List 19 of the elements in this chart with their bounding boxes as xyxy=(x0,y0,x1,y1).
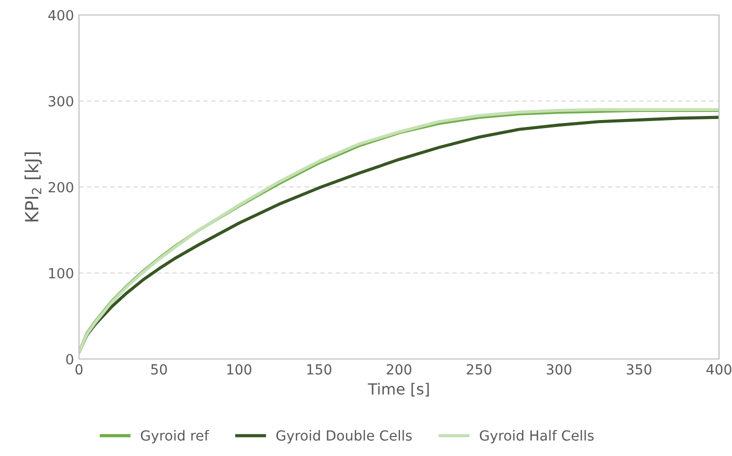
x-tick-label: 200 xyxy=(386,364,412,375)
x-tick-label: 150 xyxy=(307,364,332,375)
x-tick-label: 250 xyxy=(466,364,492,375)
x-tick-label: 350 xyxy=(626,364,652,375)
legend-label: Gyroid Double Cells xyxy=(276,430,412,444)
x-tick-label: 0 xyxy=(75,364,82,375)
y-tick-label: 400 xyxy=(48,10,74,20)
y-tick-label: 0 xyxy=(66,354,74,364)
legend-label: Gyroid ref xyxy=(140,430,210,444)
legend-label: Gyroid Half Cells xyxy=(480,430,594,444)
y-axis-title: KPI$_{2}$ [kJ] xyxy=(24,152,42,222)
x-tick-label: 50 xyxy=(151,364,167,375)
y-tick-label: 100 xyxy=(49,268,74,278)
x-axis-title: Time [s] xyxy=(368,382,429,396)
x-tick-label: 400 xyxy=(706,364,732,375)
x-tick-label: 300 xyxy=(546,364,572,375)
x-tick-label: 100 xyxy=(227,364,252,375)
y-tick-label: 300 xyxy=(48,96,74,106)
y-tick-label: 200 xyxy=(48,182,74,192)
